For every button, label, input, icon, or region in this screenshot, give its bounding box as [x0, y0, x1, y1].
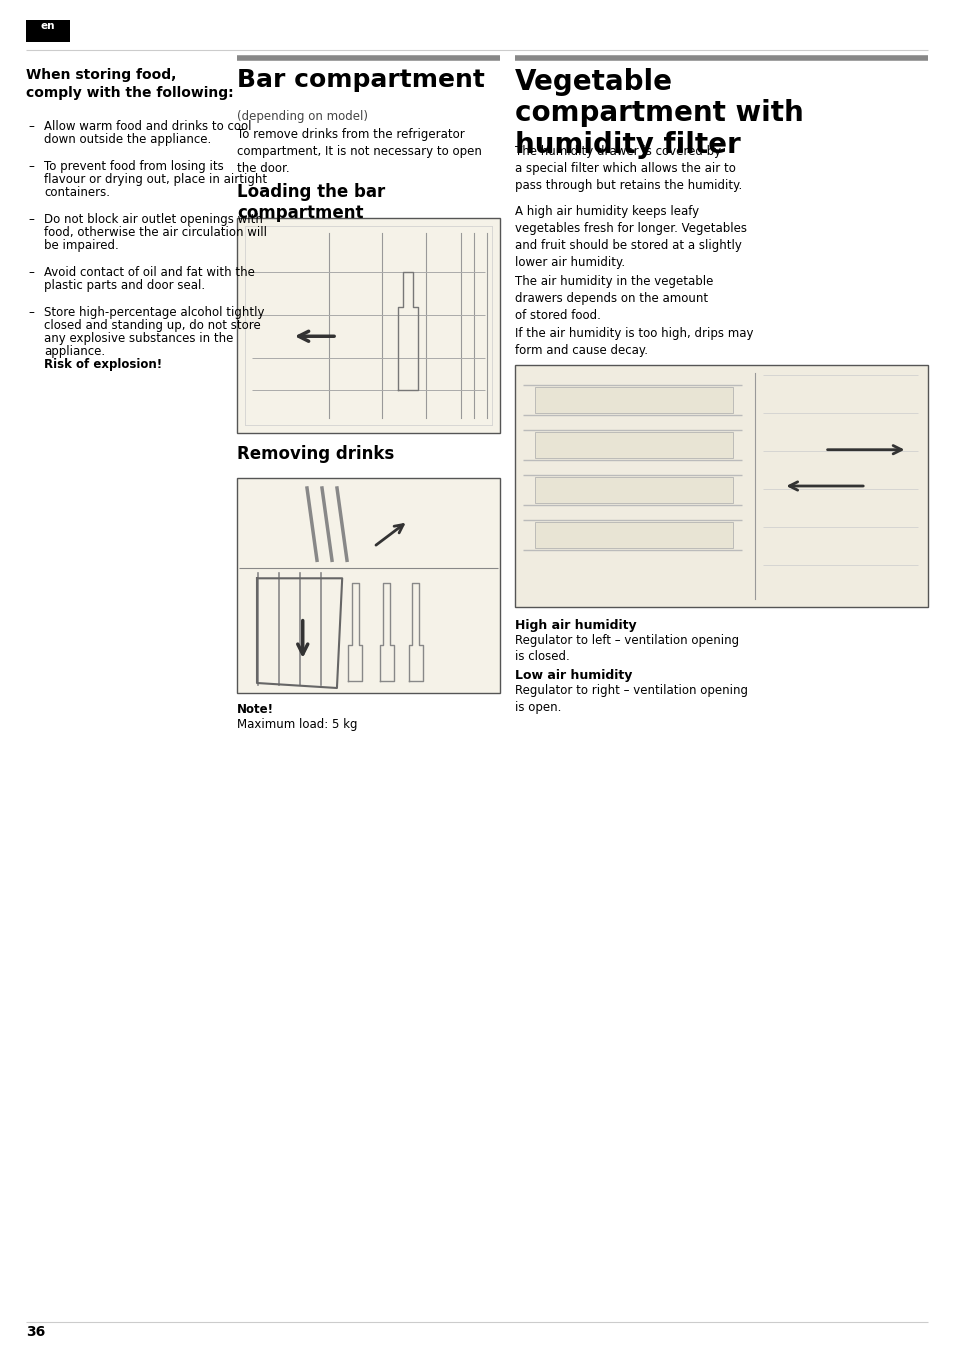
- Text: When storing food,
comply with the following:: When storing food, comply with the follo…: [26, 68, 233, 100]
- Text: –: –: [28, 306, 34, 319]
- Bar: [535, 432, 733, 458]
- Text: High air humidity: High air humidity: [515, 620, 636, 632]
- Text: Removing drinks: Removing drinks: [236, 446, 394, 463]
- Text: 36: 36: [26, 1324, 45, 1339]
- Text: Allow warm food and drinks to cool: Allow warm food and drinks to cool: [44, 120, 252, 134]
- Text: Vegetable
compartment with
humidity filter: Vegetable compartment with humidity filt…: [515, 68, 803, 158]
- Text: Do not block air outlet openings with: Do not block air outlet openings with: [44, 213, 263, 225]
- Text: –: –: [28, 213, 34, 225]
- Text: any explosive substances in the: any explosive substances in the: [44, 332, 233, 346]
- Text: Store high-percentage alcohol tightly: Store high-percentage alcohol tightly: [44, 306, 264, 319]
- Text: A high air humidity keeps leafy
vegetables fresh for longer. Vegetables
and frui: A high air humidity keeps leafy vegetabl…: [515, 205, 746, 269]
- Bar: [535, 477, 733, 504]
- Text: Bar compartment: Bar compartment: [236, 68, 484, 92]
- Bar: [236, 217, 499, 433]
- Text: To prevent food from losing its: To prevent food from losing its: [44, 161, 224, 173]
- Text: closed and standing up, do not store: closed and standing up, do not store: [44, 319, 260, 332]
- Text: If the air humidity is too high, drips may
form and cause decay.: If the air humidity is too high, drips m…: [515, 327, 753, 356]
- Bar: [236, 478, 499, 693]
- Text: Low air humidity: Low air humidity: [515, 670, 632, 682]
- Text: containers.: containers.: [44, 186, 110, 198]
- Text: food, otherwise the air circulation will: food, otherwise the air circulation will: [44, 225, 267, 239]
- Text: –: –: [28, 266, 34, 279]
- Text: Maximum load: 5 kg: Maximum load: 5 kg: [236, 718, 357, 730]
- Text: Risk of explosion!: Risk of explosion!: [44, 358, 162, 371]
- Text: plastic parts and door seal.: plastic parts and door seal.: [44, 279, 205, 292]
- Text: The humidity drawer is covered by
a special filter which allows the air to
pass : The humidity drawer is covered by a spec…: [515, 144, 741, 192]
- Text: –: –: [28, 120, 34, 134]
- Text: flavour or drying out, place in airtight: flavour or drying out, place in airtight: [44, 173, 267, 186]
- Text: Regulator to right – ventilation opening
is open.: Regulator to right – ventilation opening…: [515, 684, 747, 714]
- Text: Regulator to left – ventilation opening
is closed.: Regulator to left – ventilation opening …: [515, 634, 739, 663]
- Text: appliance.: appliance.: [44, 346, 105, 358]
- Bar: [26, 20, 70, 42]
- Text: –: –: [28, 161, 34, 173]
- Text: down outside the appliance.: down outside the appliance.: [44, 134, 211, 146]
- Bar: [515, 364, 927, 608]
- Text: en: en: [41, 22, 55, 31]
- Text: be impaired.: be impaired.: [44, 239, 118, 252]
- Bar: [535, 522, 733, 548]
- Text: The air humidity in the vegetable
drawers depends on the amount
of stored food.: The air humidity in the vegetable drawer…: [515, 275, 713, 323]
- Bar: [535, 387, 733, 413]
- Text: To remove drinks from the refrigerator
compartment, It is not necessary to open
: To remove drinks from the refrigerator c…: [236, 128, 481, 176]
- Text: (depending on model): (depending on model): [236, 109, 368, 123]
- Text: Note!: Note!: [236, 703, 274, 716]
- Text: Avoid contact of oil and fat with the: Avoid contact of oil and fat with the: [44, 266, 254, 279]
- Text: Loading the bar
compartment: Loading the bar compartment: [236, 184, 385, 221]
